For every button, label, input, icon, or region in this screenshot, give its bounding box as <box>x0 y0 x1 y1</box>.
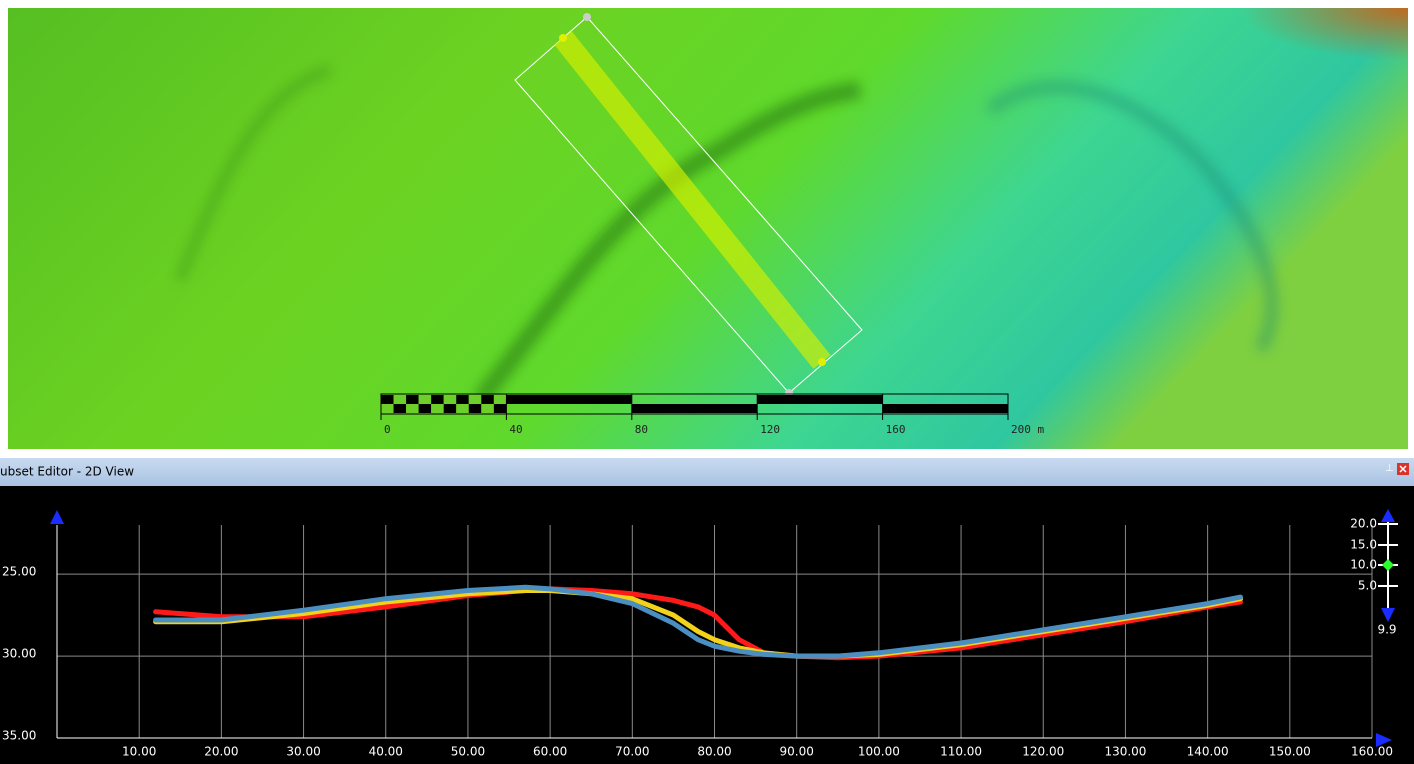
scale-label: 160 <box>886 423 906 436</box>
spacer <box>0 450 1414 458</box>
widget-value: 9.9 <box>1377 623 1396 637</box>
scale-check <box>431 404 444 413</box>
scale-segment <box>632 404 757 413</box>
x-tick-label: 50.00 <box>451 745 485 759</box>
swath-handle[interactable] <box>559 34 567 42</box>
scale-check <box>431 395 444 404</box>
x-tick-label: 150.00 <box>1269 745 1311 759</box>
y-tick-label: 35.00 <box>2 729 36 743</box>
panel-title: ubset Editor - 2D View <box>0 465 134 479</box>
box-handle[interactable] <box>583 13 591 21</box>
y-tick-label: 25.00 <box>2 565 36 579</box>
x-tick-label: 10.00 <box>122 745 156 759</box>
scale-check <box>494 404 507 413</box>
widget-label: 15.0 <box>1350 538 1377 552</box>
scale-label: 120 <box>760 423 780 436</box>
swath-handle[interactable] <box>818 358 826 366</box>
x-tick-label: 100.00 <box>858 745 900 759</box>
x-tick-label: 70.00 <box>615 745 649 759</box>
x-tick-label: 160.00 <box>1351 745 1393 759</box>
scale-check <box>381 395 394 404</box>
scale-check <box>469 404 482 413</box>
scale-check <box>456 404 469 413</box>
x-tick-label: 20.00 <box>204 745 238 759</box>
x-tick-label: 110.00 <box>940 745 982 759</box>
scale-segment <box>883 404 1008 413</box>
scale-check <box>394 395 407 404</box>
scale-check <box>469 395 482 404</box>
scale-segment <box>506 395 631 404</box>
screen: 0 40 80 120 160 200 m ubset Editor - 2D View … <box>0 0 1414 764</box>
x-tick-label: 40.00 <box>369 745 403 759</box>
widget-label: 10.0 <box>1350 558 1377 572</box>
scale-label: 40 <box>509 423 522 436</box>
scale-check <box>406 404 419 413</box>
scale-check <box>494 395 507 404</box>
widget-label: 20.0 <box>1350 517 1377 531</box>
x-tick-label: 80.00 <box>697 745 731 759</box>
map-view: 0 40 80 120 160 200 m <box>8 8 1408 449</box>
scale-check <box>381 404 394 413</box>
x-tick-label: 30.00 <box>286 745 320 759</box>
scale-check <box>481 395 494 404</box>
scale-check <box>481 404 494 413</box>
plot-background <box>0 486 1414 764</box>
x-tick-label: 120.00 <box>1022 745 1064 759</box>
scale-label: 0 <box>384 423 391 436</box>
scale-check <box>394 404 407 413</box>
x-tick-label: 60.00 <box>533 745 567 759</box>
page: 0 40 80 120 160 200 m ubset Editor - 2D View … <box>0 0 1414 764</box>
scale-label: 200 m <box>1011 423 1044 436</box>
x-tick-label: 140.00 <box>1187 745 1229 759</box>
scale-check <box>444 404 457 413</box>
x-tick-label: 130.00 <box>1104 745 1146 759</box>
panel-title-bar <box>0 458 1414 486</box>
scale-check <box>419 395 432 404</box>
scale-check <box>419 404 432 413</box>
scale-check <box>444 395 457 404</box>
scale-check <box>406 395 419 404</box>
y-tick-label: 30.00 <box>2 647 36 661</box>
scale-segment <box>757 395 882 404</box>
scale-label: 80 <box>635 423 648 436</box>
scale-check <box>456 395 469 404</box>
x-tick-label: 90.00 <box>780 745 814 759</box>
pin-button[interactable]: ⊥ <box>1385 463 1394 474</box>
subset-editor-panel: ubset Editor - 2D View ⊥ 25.00 30.00 35.00… <box>0 450 1414 764</box>
widget-label: 5.0 <box>1358 579 1377 593</box>
